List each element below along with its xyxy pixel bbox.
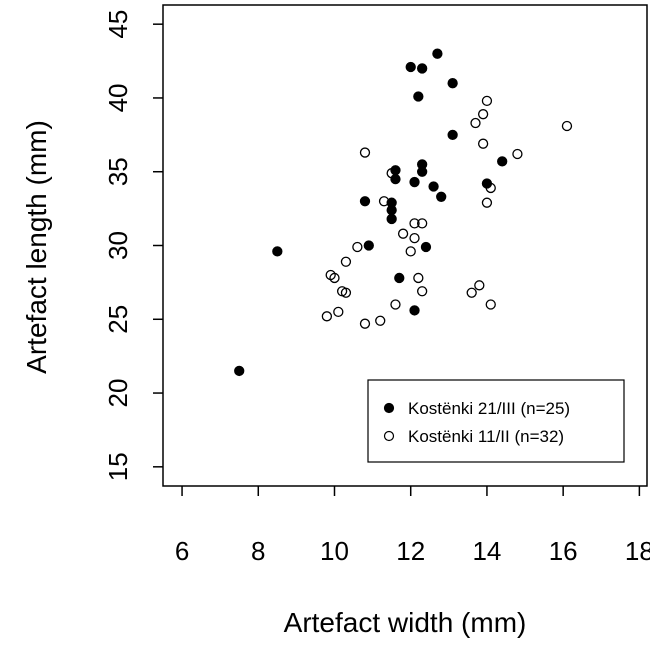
- legend-label-kostenki-21: Kostënki 21/III (n=25): [408, 399, 570, 418]
- y-axis-label: Artefact length (mm): [21, 120, 52, 374]
- point-kostenki-11-21: [474, 280, 485, 291]
- point-kostenki-21-3: [447, 78, 458, 89]
- point-kostenki-11-5: [359, 147, 371, 158]
- y-tick-label-25: 25: [103, 305, 133, 334]
- point-kostenki-21-1: [416, 63, 428, 74]
- point-kostenki-11-1: [477, 109, 489, 120]
- x-tick-label-6: 6: [175, 536, 189, 566]
- point-kostenki-21-22: [394, 272, 405, 284]
- point-kostenki-11-4: [477, 138, 489, 149]
- point-kostenki-21-0: [405, 61, 416, 73]
- point-kostenki-21-8: [416, 166, 428, 177]
- point-kostenki-21-21: [272, 246, 283, 257]
- legend-marker-open: [383, 430, 395, 442]
- point-kostenki-11-13: [397, 228, 409, 239]
- point-kostenki-11-20: [413, 272, 424, 284]
- point-kostenki-11-14: [409, 232, 420, 244]
- point-kostenki-11-16: [405, 246, 416, 257]
- x-axis-label: Artefact width (mm): [284, 607, 527, 638]
- point-kostenki-11-12: [416, 218, 428, 229]
- x-tick-label-18: 18: [625, 536, 650, 566]
- point-kostenki-11-8: [485, 182, 496, 194]
- x-axis: 6 8 10 12 14 16 18: [175, 486, 650, 566]
- x-tick-label-14: 14: [472, 536, 501, 566]
- point-kostenki-21-15: [359, 196, 371, 207]
- y-tick-label-20: 20: [103, 379, 133, 408]
- point-kostenki-11-6: [512, 148, 523, 160]
- point-kostenki-11-27: [485, 299, 496, 310]
- point-kostenki-21-9: [497, 156, 508, 167]
- point-kostenki-11-17: [340, 256, 352, 267]
- point-kostenki-21-17: [386, 204, 397, 216]
- point-kostenki-21-24: [234, 365, 245, 377]
- point-kostenki-21-11: [409, 176, 420, 188]
- point-kostenki-11-10: [481, 197, 493, 208]
- x-tick-label-12: 12: [396, 536, 425, 566]
- y-tick-label-15: 15: [103, 452, 133, 481]
- point-kostenki-21-19: [363, 240, 374, 251]
- point-kostenki-11-11: [409, 218, 420, 229]
- point-kostenki-11-2: [470, 117, 481, 129]
- x-tick-label-16: 16: [549, 536, 578, 566]
- point-kostenki-11-24: [416, 286, 428, 297]
- legend-box: [367, 379, 625, 463]
- y-tick-label-40: 40: [103, 83, 133, 112]
- point-kostenki-11-15: [352, 241, 363, 253]
- point-kostenki-11-0: [481, 95, 493, 107]
- point-kostenki-11-3: [561, 120, 573, 132]
- point-kostenki-11-7: [386, 168, 397, 179]
- point-kostenki-11-9: [378, 196, 390, 207]
- point-kostenki-11-28: [333, 306, 344, 318]
- point-kostenki-21-2: [432, 48, 443, 59]
- data-points: [234, 48, 573, 377]
- point-kostenki-21-4: [413, 91, 424, 102]
- point-kostenki-11-31: [359, 318, 371, 329]
- y-tick-label-45: 45: [103, 10, 133, 39]
- point-kostenki-11-30: [375, 315, 386, 326]
- x-tick-label-10: 10: [320, 536, 349, 566]
- y-tick-label-35: 35: [103, 157, 133, 186]
- point-kostenki-11-19: [329, 272, 340, 284]
- point-kostenki-11-25: [466, 287, 477, 298]
- point-kostenki-21-5: [447, 129, 458, 140]
- point-kostenki-21-14: [436, 191, 447, 202]
- y-tick-label-30: 30: [103, 231, 133, 260]
- point-kostenki-21-12: [428, 181, 439, 192]
- point-kostenki-21-20: [420, 241, 432, 253]
- point-kostenki-21-18: [386, 213, 397, 225]
- point-kostenki-11-23: [340, 287, 352, 298]
- point-kostenki-11-26: [390, 299, 401, 310]
- legend: Kostënki 21/III (n=25) Kostënki 11/II (n…: [367, 379, 625, 463]
- y-axis: 15 20 25 30 35 40 45: [103, 10, 163, 481]
- x-tick-label-8: 8: [251, 536, 265, 566]
- point-kostenki-11-29: [321, 311, 333, 322]
- legend-marker-filled: [383, 402, 395, 414]
- legend-label-kostenki-11: Kostënki 11/II (n=32): [408, 427, 564, 446]
- point-kostenki-21-23: [409, 305, 420, 316]
